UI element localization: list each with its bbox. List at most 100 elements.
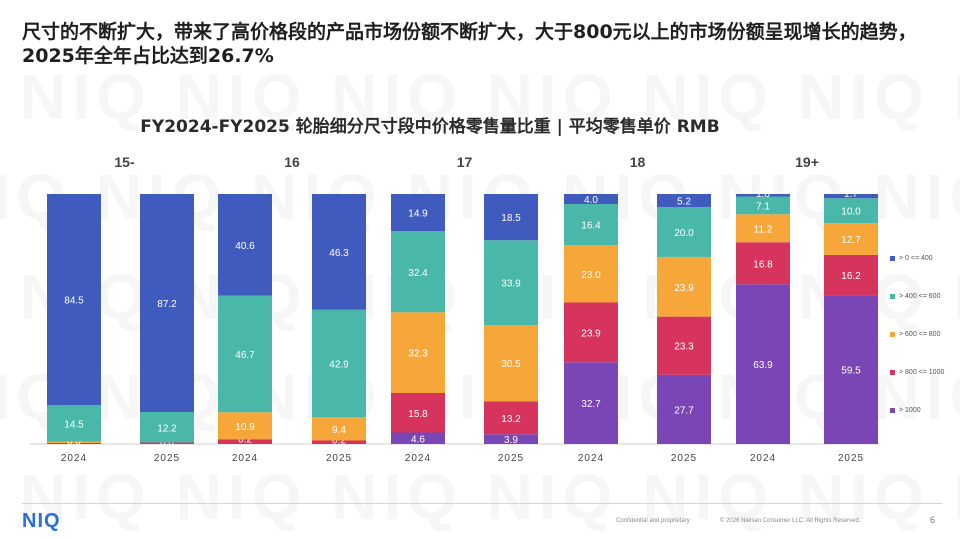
data-label: 23.9 (674, 283, 694, 294)
legend-item: > 1000 (890, 404, 960, 416)
bar-segment (657, 374, 711, 444)
x-tick-label: 2025 (326, 453, 352, 464)
bar-segment (484, 194, 538, 241)
niq-logo: NIQ (22, 510, 61, 532)
x-tick-label: 2025 (498, 453, 524, 464)
group-header: 19+ (795, 154, 819, 170)
bar-segment (824, 223, 878, 255)
data-label: 27.7 (674, 405, 694, 416)
data-label: 84.5 (64, 296, 84, 307)
bar-segment (736, 242, 790, 285)
copyright-note: © 2026 Nielsen Consumer LLC. All Rights … (720, 518, 861, 524)
data-label: 1.7 (844, 189, 858, 200)
bar-segment (484, 240, 538, 325)
data-label: 40.6 (235, 241, 255, 252)
bar-segment (736, 196, 790, 215)
x-tick-label: 2024 (578, 453, 604, 464)
bar-segment (47, 405, 101, 442)
bar-segment (564, 194, 618, 204)
bar-segment (657, 194, 711, 207)
bar-segment (312, 417, 366, 441)
bar-segment (218, 295, 272, 413)
data-label: 23.0 (581, 270, 601, 281)
bar-segment (312, 194, 366, 310)
bar-segment (47, 194, 101, 406)
confidential-note: Confidential and proprietary (616, 518, 690, 524)
data-label: 18.5 (501, 213, 521, 224)
data-label: 11.2 (754, 224, 773, 235)
data-label: 5.2 (677, 196, 691, 207)
legend-swatch (890, 255, 895, 261)
bar-segment (140, 412, 194, 443)
footer-divider (22, 503, 942, 504)
bar-segment (824, 295, 878, 444)
bar-segment (218, 439, 272, 444)
bar-segment (312, 440, 366, 444)
legend-swatch (890, 369, 895, 375)
data-label: 10.9 (235, 422, 255, 433)
bar-segment (218, 194, 272, 296)
data-label: 14.5 (64, 419, 84, 430)
bar-segment (391, 194, 445, 232)
bar-segment (564, 362, 618, 444)
data-label: 16.2 (841, 271, 861, 282)
bar-segment (736, 214, 790, 243)
data-label: 33.9 (501, 279, 521, 290)
data-label: 1.0 (756, 189, 770, 200)
x-tick-label: 2025 (838, 453, 864, 464)
data-label: 0.2 (238, 435, 252, 446)
data-label: 10.0 (841, 207, 861, 218)
data-label: 0.0 (160, 438, 174, 449)
data-label: 0.0 (67, 437, 81, 448)
data-label: 4.6 (411, 434, 425, 445)
legend-item: > 0 <= 400 (890, 252, 960, 264)
data-label: 3.9 (504, 435, 518, 446)
bar-segment (391, 432, 445, 444)
bar-segment (391, 393, 445, 433)
legend-item: > 800 <= 1000 (890, 366, 960, 378)
bar-segment (484, 401, 538, 435)
bar-segment (391, 231, 445, 313)
group-header: 18 (630, 154, 646, 170)
group-header: 15- (114, 154, 135, 170)
bar-segment (824, 254, 878, 296)
headline: 尺寸的不断扩大，带来了高价格段的产品市场份额不断扩大，大于800元以上的市场份额… (22, 21, 917, 67)
bar-segment (824, 194, 878, 199)
x-tick-label: 2024 (232, 453, 258, 464)
bar-segment (140, 442, 194, 444)
bar-segment (657, 256, 711, 317)
bar-segment (140, 194, 194, 412)
legend-label: > 800 <= 1000 (899, 368, 945, 376)
legend-label: > 0 <= 400 (899, 254, 933, 262)
data-label: 16.8 (753, 259, 773, 270)
bar-segment (564, 245, 618, 303)
legend-label: > 400 <= 600 (899, 292, 941, 300)
bar-segment (47, 443, 101, 444)
x-tick-label: 2025 (671, 453, 697, 464)
data-label: 30.5 (501, 359, 521, 370)
data-label: 13.2 (501, 414, 521, 425)
data-label: 23.9 (581, 328, 601, 339)
data-label: 9.4 (332, 425, 346, 436)
bar-segment (564, 204, 618, 245)
x-tick-label: 2025 (154, 453, 180, 464)
data-label: 12.2 (157, 423, 177, 434)
data-label: 46.7 (235, 350, 255, 361)
x-tick-label: 2024 (61, 453, 87, 464)
data-label: 0.2 (332, 436, 346, 447)
bar-segment (484, 434, 538, 444)
bar-segment (391, 312, 445, 393)
data-label: 32.3 (408, 349, 428, 360)
legend-item: > 400 <= 600 (890, 290, 960, 302)
legend-item: > 600 <= 800 (890, 328, 960, 340)
data-label: 14.9 (408, 209, 428, 220)
data-label: 16.4 (581, 221, 601, 232)
data-label: 46.3 (329, 248, 349, 259)
data-label: 12.7 (841, 235, 861, 246)
bar-segment (47, 441, 101, 443)
data-label: 15.8 (408, 409, 428, 420)
group-header: 17 (457, 154, 473, 170)
legend-swatch (890, 407, 895, 413)
data-label: 7.1 (756, 201, 770, 212)
